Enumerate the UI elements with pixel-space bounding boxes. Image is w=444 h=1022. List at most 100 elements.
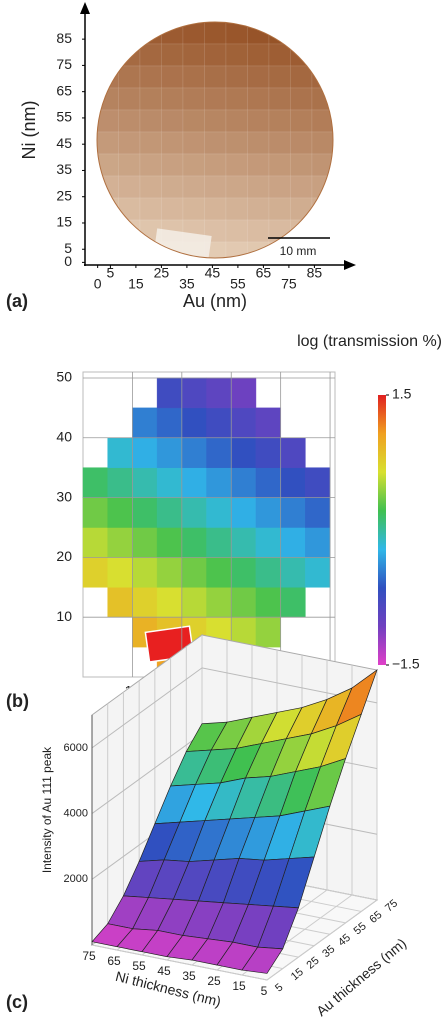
wafer-tile bbox=[225, 131, 248, 155]
heatmap-cell bbox=[132, 527, 158, 558]
wafer-tile bbox=[182, 197, 205, 221]
wafer-tile bbox=[204, 22, 227, 45]
y-tick-label: 5 bbox=[64, 240, 72, 256]
wafer-tile bbox=[247, 87, 270, 111]
wafer-tile bbox=[204, 109, 227, 133]
heatmap-cell bbox=[181, 377, 207, 409]
wafer-tile bbox=[204, 65, 227, 89]
wafer-tile bbox=[290, 87, 313, 111]
wafer-tile bbox=[311, 22, 333, 45]
wafer-tile bbox=[290, 109, 313, 133]
heatmap-cell bbox=[206, 377, 232, 409]
wafer-tile bbox=[97, 241, 119, 258]
wafer-tile bbox=[182, 175, 205, 199]
wafer-tile bbox=[268, 197, 291, 221]
x-tick-label: 25 bbox=[154, 265, 170, 281]
grid-line bbox=[91, 667, 378, 749]
heatmap-cell bbox=[132, 437, 158, 468]
heatmap-cell bbox=[206, 467, 232, 498]
heatmap-cell bbox=[107, 437, 133, 468]
x-tick-label: 55 bbox=[132, 959, 146, 973]
heatmap-cell bbox=[181, 527, 207, 558]
wafer-tile bbox=[268, 131, 291, 155]
y-tick-label: 65 bbox=[56, 82, 72, 98]
wafer-tile bbox=[311, 43, 333, 67]
panel-label: (a) bbox=[6, 291, 28, 311]
heatmap-cell bbox=[255, 616, 281, 648]
heatmap-cell bbox=[156, 557, 183, 588]
heatmap-cell bbox=[230, 437, 257, 468]
wafer-tile bbox=[182, 153, 205, 177]
x-tick-label: 25 bbox=[207, 974, 221, 988]
y-tick-label: 55 bbox=[352, 920, 369, 937]
x-axis-label: Au (nm) bbox=[183, 291, 247, 311]
heatmap-cell bbox=[132, 497, 158, 528]
wafer-photo bbox=[97, 22, 333, 258]
heatmap-cell bbox=[280, 437, 306, 468]
colorbar-tick-label: 1.5 bbox=[392, 386, 412, 402]
heatmap-cell bbox=[181, 587, 207, 618]
wafer-tile bbox=[247, 153, 270, 177]
y-tick-label: 15 bbox=[56, 214, 72, 230]
wafer-tile bbox=[118, 241, 141, 258]
heatmap-cell bbox=[230, 497, 257, 528]
y-tick-label: 20 bbox=[56, 548, 72, 564]
heatmap-cell bbox=[181, 497, 207, 528]
wafer-tile bbox=[290, 65, 313, 89]
wafer-tile bbox=[97, 197, 119, 221]
x-tick-label: 5 bbox=[107, 265, 115, 281]
y-tick-label: 50 bbox=[56, 369, 72, 385]
x-tick-label: 75 bbox=[82, 949, 96, 963]
heatmap-cell bbox=[132, 407, 158, 439]
wafer-tile bbox=[290, 43, 313, 67]
heatmap-cell bbox=[255, 587, 281, 618]
y-tick-label: 0 bbox=[64, 253, 72, 269]
wafer-tile bbox=[268, 109, 291, 133]
panel-label: (c) bbox=[6, 992, 28, 1012]
y-tick-label: 30 bbox=[56, 488, 72, 504]
heatmap-cell bbox=[280, 527, 306, 558]
x-axis-arrow bbox=[344, 260, 356, 270]
wafer-tile bbox=[97, 219, 119, 243]
scale-bar-label: 10 mm bbox=[280, 244, 317, 258]
y-tick-label: 55 bbox=[56, 109, 72, 125]
y-tick-label: 5 bbox=[273, 981, 285, 994]
z-axis-label: Intensity of Au 111 peak bbox=[40, 746, 54, 873]
wafer-tile bbox=[290, 197, 313, 221]
y-tick-label: 75 bbox=[56, 56, 72, 72]
x-tick-label: 65 bbox=[256, 265, 272, 281]
x-tick-label: 45 bbox=[205, 265, 221, 281]
wafer-tile bbox=[182, 65, 205, 89]
heatmap-cell bbox=[255, 437, 281, 468]
wafer-tile bbox=[204, 43, 227, 67]
wafer-tile bbox=[268, 22, 291, 45]
heatmap-cell bbox=[181, 467, 207, 498]
wafer-tile bbox=[204, 131, 227, 155]
wafer-tile bbox=[97, 131, 119, 155]
wafer-tile bbox=[204, 197, 227, 221]
wafer-tile bbox=[290, 131, 313, 155]
heatmap-cell bbox=[206, 497, 232, 528]
wafer-tile bbox=[118, 22, 141, 45]
heatmap-cell bbox=[230, 557, 257, 588]
heatmap-cell bbox=[230, 467, 257, 498]
wafer-tile bbox=[247, 109, 270, 133]
wafer-tile bbox=[161, 153, 184, 177]
wafer-tile bbox=[268, 153, 291, 177]
wafer-tile bbox=[97, 175, 119, 199]
heatmap-cell bbox=[156, 467, 183, 498]
surface-patch bbox=[241, 946, 284, 974]
y-tick-label: 75 bbox=[383, 897, 400, 914]
wafer-tile bbox=[118, 87, 141, 111]
y-tick-label: 15 bbox=[289, 966, 306, 983]
x-tick-label: 0 bbox=[94, 276, 102, 292]
x-tick-label: 35 bbox=[182, 969, 196, 983]
wafer-tile bbox=[139, 65, 162, 89]
heatmap-cell bbox=[107, 527, 133, 558]
wafer-tile bbox=[118, 43, 141, 67]
wafer-tile bbox=[139, 109, 162, 133]
wafer-tile bbox=[139, 175, 162, 199]
z-tick-label: 6000 bbox=[64, 742, 88, 754]
wafer-tile bbox=[290, 153, 313, 177]
